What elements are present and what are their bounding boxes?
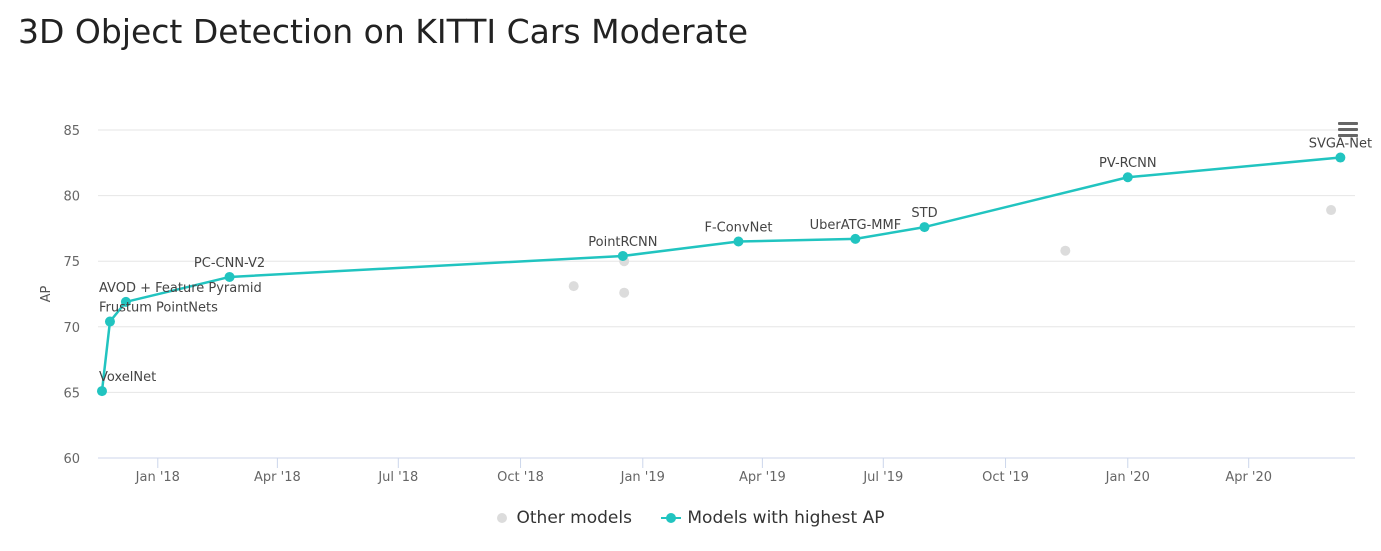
sota-point-label: PV-RCNN	[1099, 156, 1157, 171]
y-tick-label: 75	[63, 255, 80, 270]
sota-series-line	[100, 156, 1341, 392]
hamburger-menu-icon	[1338, 122, 1358, 125]
sota-point-label: PointRCNN	[588, 235, 657, 250]
sota-point-label: UberATG-MMF	[810, 218, 902, 233]
sota-model-point	[96, 386, 107, 397]
y-tick-label: 70	[63, 321, 80, 336]
sota-models-layer	[96, 152, 1346, 397]
sota-model-point	[224, 271, 235, 282]
other-model-point	[568, 281, 579, 292]
point-label-layer: VoxelNet Frustum PointNets AVOD + Feature …	[99, 137, 1372, 386]
sota-point-label: Frustum PointNets	[99, 301, 218, 316]
x-tick-label: Oct '19	[982, 470, 1029, 485]
y-tick-label: 65	[63, 386, 80, 401]
x-tick-label: Apr '18	[254, 470, 301, 485]
other-model-point	[1326, 205, 1337, 216]
chart-menu-button[interactable]	[1336, 122, 1362, 144]
y-tick-label: 80	[63, 190, 80, 205]
y-axis-label: AP	[39, 285, 54, 302]
legend-label-other: Other models	[516, 508, 632, 528]
sota-model-point	[120, 296, 131, 307]
sota-model-point	[733, 236, 744, 247]
y-tick-label: 60	[63, 452, 80, 467]
chart-legend: Other models Models with highest AP	[0, 508, 1381, 528]
sota-model-point	[617, 250, 628, 261]
x-tick-label: Oct '18	[497, 470, 544, 485]
sota-point-label: PC-CNN-V2	[194, 256, 265, 271]
legend-item-other-models[interactable]: Other models	[496, 508, 632, 528]
y-tick-label: 85	[63, 124, 80, 139]
sota-model-point	[850, 233, 861, 244]
sota-model-point	[919, 222, 930, 233]
sota-model-point	[1122, 172, 1133, 183]
legend-line-icon	[661, 513, 682, 523]
legend-item-sota-models[interactable]: Models with highest AP	[661, 508, 884, 528]
legend-dot-icon	[496, 513, 507, 523]
sota-model-point	[1335, 152, 1346, 163]
other-models-layer	[568, 205, 1337, 298]
sota-model-point	[104, 316, 115, 327]
x-tick-label: Jul '18	[377, 470, 418, 485]
legend-label-sota: Models with highest AP	[687, 508, 885, 528]
sota-point-label: F-ConvNet	[704, 221, 772, 236]
x-tick-label: Jan '19	[620, 470, 665, 485]
hamburger-menu-icon-bar	[1338, 134, 1358, 137]
sota-point-label: SVGA-Net	[1309, 137, 1372, 152]
page-title: 3D Object Detection on KITTI Cars Modera…	[18, 12, 749, 51]
sota-point-label: VoxelNet	[99, 370, 156, 385]
sota-point-label: AVOD + Feature Pyramid	[99, 281, 262, 296]
grid-layer	[98, 129, 1355, 459]
sota-point-label: STD	[911, 206, 937, 221]
x-tick-label: Jan '18	[135, 470, 180, 485]
axis-layer: 60 65 70 75 80 85 Jan '18 Apr '18 Jul '18 Oct '18…	[63, 124, 1272, 485]
other-model-point	[1060, 245, 1071, 256]
other-model-point	[619, 287, 630, 298]
hamburger-menu-icon-bar	[1338, 128, 1358, 131]
x-tick-label: Apr '19	[739, 470, 786, 485]
x-tick-label: Apr '20	[1225, 470, 1272, 485]
x-tick-label: Jul '19	[862, 470, 903, 485]
x-tick-label: Jan '20	[1105, 470, 1150, 485]
